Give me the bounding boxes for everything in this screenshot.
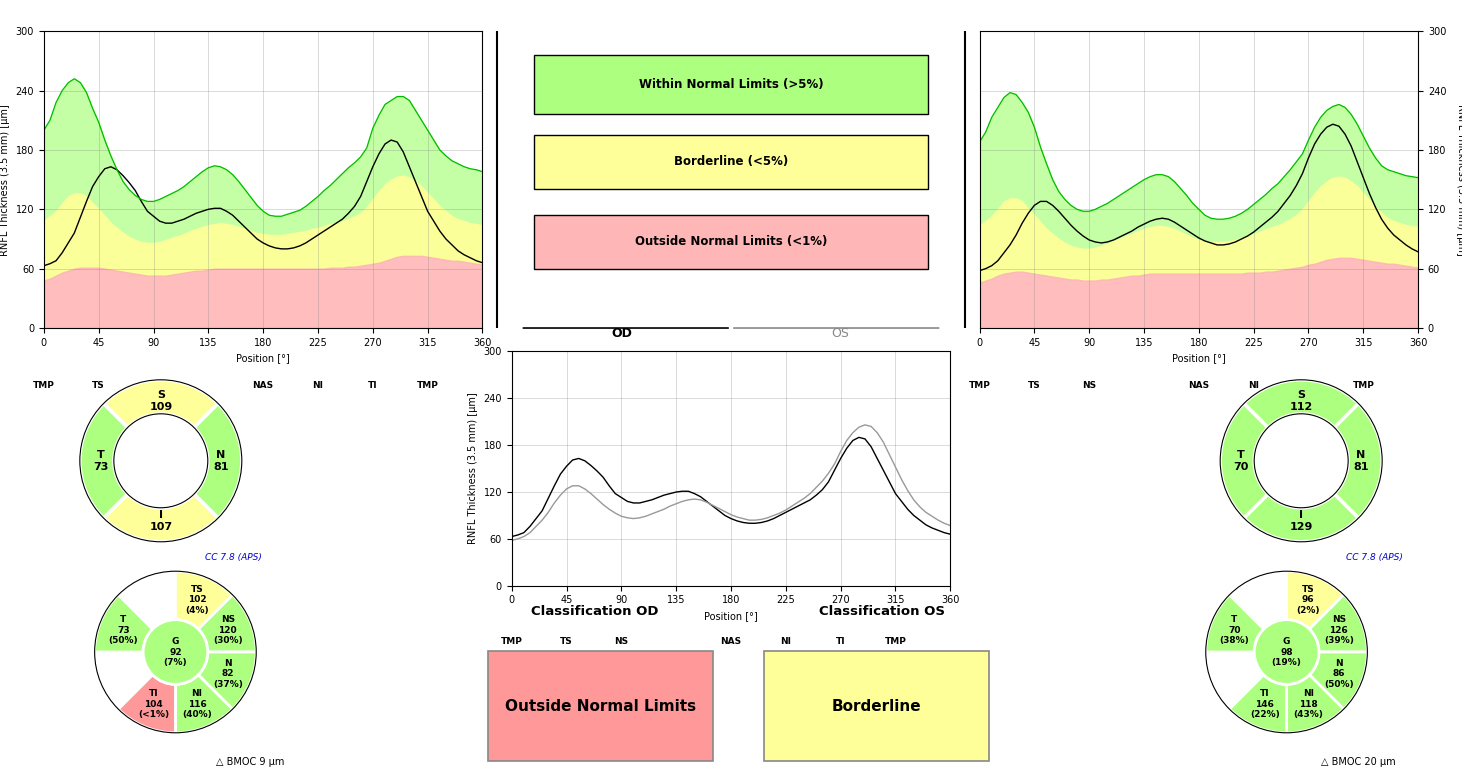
Y-axis label: RNFL Thickness (3.5 mm) [μm]: RNFL Thickness (3.5 mm) [μm] [1456, 104, 1462, 255]
Wedge shape [1206, 595, 1263, 652]
Text: S
112: S 112 [1289, 390, 1313, 412]
Text: NI
116
(40%): NI 116 (40%) [183, 690, 212, 719]
Wedge shape [1335, 404, 1382, 518]
Wedge shape [1310, 652, 1367, 709]
Text: TMP: TMP [34, 381, 54, 390]
Text: CC 7.8 (APS): CC 7.8 (APS) [205, 553, 262, 562]
Text: G
92
(7%): G 92 (7%) [164, 637, 187, 667]
FancyBboxPatch shape [534, 55, 928, 114]
Text: Borderline (<5%): Borderline (<5%) [674, 155, 788, 169]
Text: TI: TI [368, 381, 377, 390]
Text: NAS: NAS [253, 381, 273, 390]
Circle shape [1254, 619, 1319, 684]
Text: NI
118
(43%): NI 118 (43%) [1294, 690, 1323, 719]
Text: Within Normal Limits (>5%): Within Normal Limits (>5%) [639, 78, 823, 91]
Text: Outside Normal Limits: Outside Normal Limits [504, 699, 696, 714]
Text: T
73
(50%): T 73 (50%) [108, 615, 137, 645]
Wedge shape [199, 652, 256, 709]
Text: T
73: T 73 [94, 450, 108, 472]
Wedge shape [1230, 675, 1287, 733]
Text: TS
102
(4%): TS 102 (4%) [186, 585, 209, 615]
X-axis label: Position [°]: Position [°] [705, 611, 757, 621]
Text: △ BMOC 9 μm: △ BMOC 9 μm [216, 757, 285, 767]
Text: I
129: I 129 [1289, 510, 1313, 532]
Text: N
81: N 81 [213, 450, 228, 472]
Wedge shape [95, 595, 152, 652]
Text: TI: TI [836, 637, 845, 647]
Text: NAS: NAS [721, 637, 741, 647]
X-axis label: Position [°]: Position [°] [237, 353, 289, 363]
Wedge shape [175, 675, 232, 733]
Text: NAS: NAS [1189, 381, 1209, 390]
Text: TMP: TMP [501, 637, 522, 647]
Text: TI: TI [1304, 381, 1313, 390]
Text: G
98
(19%): G 98 (19%) [1272, 637, 1301, 667]
FancyBboxPatch shape [534, 135, 928, 188]
X-axis label: Position [°]: Position [°] [1173, 353, 1225, 363]
Text: TS: TS [1028, 381, 1041, 390]
Text: TMP: TMP [969, 381, 990, 390]
Y-axis label: RNFL Thickness (3.5 mm) [μm]: RNFL Thickness (3.5 mm) [μm] [0, 104, 10, 255]
Wedge shape [118, 675, 175, 733]
Text: T
70
(38%): T 70 (38%) [1219, 615, 1249, 645]
Text: TI
146
(22%): TI 146 (22%) [1250, 690, 1279, 719]
Circle shape [143, 619, 208, 684]
Text: S
109: S 109 [149, 390, 173, 412]
Wedge shape [194, 404, 241, 518]
FancyBboxPatch shape [763, 651, 988, 761]
Wedge shape [80, 404, 127, 518]
Wedge shape [199, 595, 256, 652]
Wedge shape [104, 494, 218, 542]
Text: NS
120
(30%): NS 120 (30%) [213, 615, 243, 645]
FancyBboxPatch shape [534, 216, 928, 269]
Text: NS: NS [1082, 381, 1096, 390]
Text: N
82
(37%): N 82 (37%) [213, 658, 243, 689]
Text: N
86
(50%): N 86 (50%) [1325, 658, 1354, 689]
Text: NI: NI [313, 381, 323, 390]
Text: Borderline: Borderline [832, 699, 921, 714]
Text: TS
96
(2%): TS 96 (2%) [1297, 585, 1320, 615]
Wedge shape [1244, 494, 1358, 542]
Text: TS: TS [92, 381, 105, 390]
Text: △ BMOC 20 μm: △ BMOC 20 μm [1322, 757, 1396, 767]
Text: N
81: N 81 [1354, 450, 1368, 472]
Wedge shape [1287, 571, 1344, 629]
Text: NI: NI [1249, 381, 1259, 390]
Text: OS: OS [832, 326, 849, 340]
Text: NS: NS [614, 637, 629, 647]
Text: Classification OS: Classification OS [819, 604, 944, 618]
Text: I
107: I 107 [149, 510, 173, 532]
Text: OD: OD [611, 326, 632, 340]
Text: NS: NS [146, 381, 161, 390]
Text: NI: NI [781, 637, 791, 647]
Wedge shape [1287, 675, 1344, 733]
Y-axis label: RNFL Thickness (3.5 mm) [μm]: RNFL Thickness (3.5 mm) [μm] [468, 393, 478, 544]
Text: TMP: TMP [885, 637, 906, 647]
FancyBboxPatch shape [488, 651, 712, 761]
Wedge shape [104, 380, 218, 427]
Text: Outside Normal Limits (<1%): Outside Normal Limits (<1%) [635, 235, 827, 248]
Text: CC 7.8 (APS): CC 7.8 (APS) [1345, 553, 1402, 562]
Text: T
70: T 70 [1234, 450, 1249, 472]
Text: TMP: TMP [1352, 381, 1374, 390]
Wedge shape [175, 571, 232, 629]
Text: NS
126
(39%): NS 126 (39%) [1325, 615, 1354, 645]
Wedge shape [1221, 404, 1268, 518]
Text: TI
104
(<1%): TI 104 (<1%) [139, 690, 170, 719]
Text: Classification OD: Classification OD [531, 604, 659, 618]
Wedge shape [1244, 380, 1358, 427]
Text: TMP: TMP [417, 381, 439, 390]
Wedge shape [1310, 595, 1367, 652]
Text: TS: TS [560, 637, 573, 647]
